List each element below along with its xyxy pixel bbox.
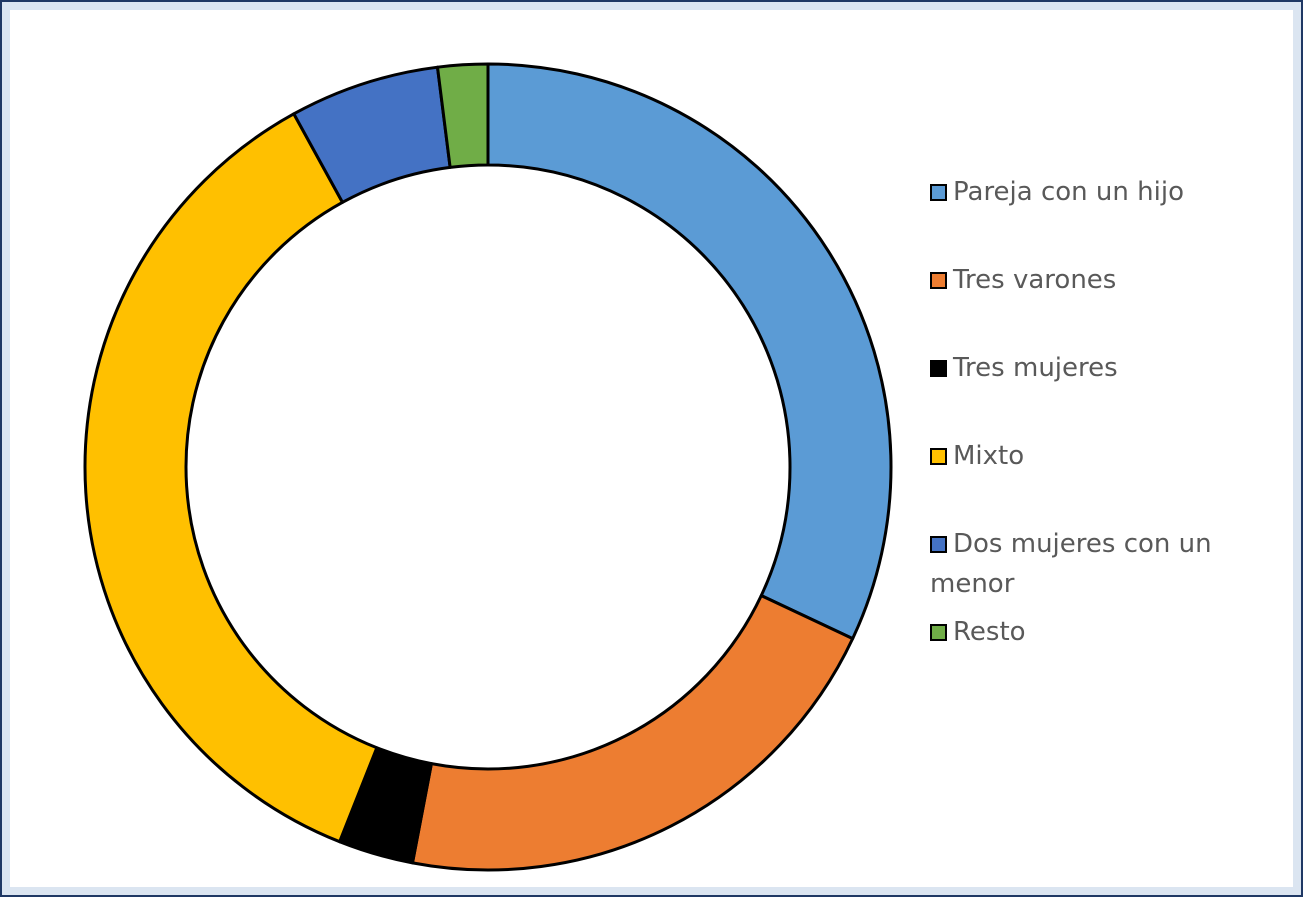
legend-label: Mixto: [953, 441, 1025, 471]
legend-swatch: [930, 184, 947, 201]
legend-swatch: [930, 360, 947, 377]
legend-swatch: [930, 448, 947, 465]
legend-item: Tres mujeres: [930, 348, 1270, 388]
legend-item: Mixto: [930, 436, 1270, 476]
legend-swatch: [930, 536, 947, 553]
legend-label: Dos mujeres con un menor: [930, 529, 1212, 599]
legend-item: Pareja con un hijo: [930, 172, 1270, 212]
donut-segment: [435, 62, 490, 169]
legend-label: Tres varones: [953, 265, 1117, 295]
legend-label: Resto: [953, 617, 1026, 647]
legend-item: Tres varones: [930, 260, 1270, 300]
donut-segment: [486, 62, 893, 641]
legend-item: Dos mujeres con un menor: [930, 524, 1270, 604]
legend-label: Tres mujeres: [953, 353, 1118, 383]
legend-swatch: [930, 272, 947, 289]
legend-swatch: [930, 624, 947, 641]
legend-item: Resto: [930, 612, 1270, 652]
legend-label: Pareja con un hijo: [953, 177, 1184, 207]
donut-segment: [83, 112, 379, 844]
donut-segment: [410, 594, 855, 872]
